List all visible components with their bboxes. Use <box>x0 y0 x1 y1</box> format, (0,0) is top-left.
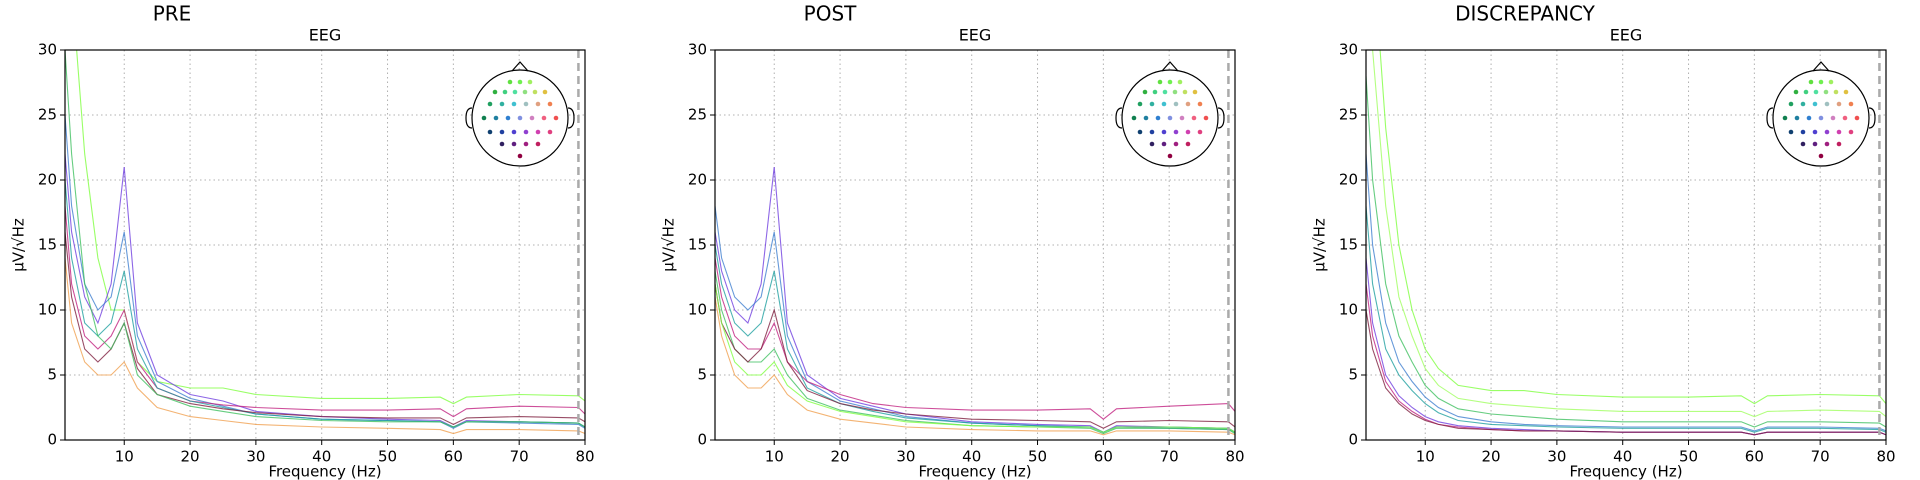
x-tick-label: 40 <box>1613 448 1632 466</box>
y-tick-label: 0 <box>697 431 707 449</box>
y-tick-label: 15 <box>38 236 57 254</box>
psd-line <box>715 283 1235 429</box>
x-tick-label: 60 <box>444 448 463 466</box>
psd-line <box>65 231 585 426</box>
x-tick-label: 70 <box>1160 448 1179 466</box>
x-tick-label: 50 <box>378 448 397 466</box>
psd-line <box>76 50 585 405</box>
series-group <box>715 166 1235 436</box>
y-tick-label: 15 <box>688 236 707 254</box>
y-tick-label: 10 <box>688 301 707 319</box>
y-tick-label: 30 <box>688 41 707 59</box>
psd-line <box>65 153 585 428</box>
y-tick-label: 0 <box>47 431 57 449</box>
y-tick-label: 0 <box>1348 431 1358 449</box>
x-tick-label: 70 <box>1811 448 1830 466</box>
panel: DISCREPANCY EEG 10 20 30 40 50 60 70 80 0 5 10 15 20 25… <box>1311 2 1896 480</box>
x-tick-label: 80 <box>1225 448 1244 466</box>
axes-frame <box>64 49 586 441</box>
psd-line <box>65 257 585 435</box>
x-tick-label: 60 <box>1745 448 1764 466</box>
panel-subtitle: EEG <box>959 26 992 45</box>
y-tick-label: 20 <box>688 171 707 189</box>
x-axis-label: Frequency (Hz) <box>918 463 1031 480</box>
y-tick-label: 5 <box>1348 366 1358 384</box>
sensor-topomap <box>1115 61 1225 167</box>
panel-title: PRE <box>153 2 192 26</box>
y-tick-label: 5 <box>697 366 707 384</box>
x-tick-label: 50 <box>1679 448 1698 466</box>
y-tick-label: 20 <box>1339 171 1358 189</box>
psd-line <box>1366 283 1886 436</box>
y-tick-label: 30 <box>38 41 57 59</box>
x-tick-label: 30 <box>246 448 265 466</box>
y-tick-label: 15 <box>1339 236 1358 254</box>
psd-line <box>715 296 1235 436</box>
y-tick-label: 25 <box>688 106 707 124</box>
x-tick-label: 80 <box>575 448 594 466</box>
x-tick-label: 20 <box>181 448 200 466</box>
x-tick-label: 30 <box>1547 448 1566 466</box>
x-axis-label: Frequency (Hz) <box>268 463 381 480</box>
series-group <box>1366 50 1886 436</box>
panel-subtitle: EEG <box>309 26 342 45</box>
psd-line <box>1366 75 1886 428</box>
psd-line <box>715 257 1235 420</box>
y-tick-label: 5 <box>47 366 57 384</box>
series-group <box>65 50 585 435</box>
y-tick-label: 20 <box>38 171 57 189</box>
psd-line <box>715 166 1235 433</box>
psd-line <box>1366 309 1886 436</box>
psd-line <box>65 179 585 428</box>
y-tick-label: 10 <box>38 301 57 319</box>
x-tick-label: 60 <box>1094 448 1113 466</box>
psd-line <box>715 270 1235 435</box>
x-tick-label: 30 <box>896 448 915 466</box>
x-tick-label: 10 <box>115 448 134 466</box>
y-tick-label: 30 <box>1339 41 1358 59</box>
y-tick-label: 25 <box>1339 106 1358 124</box>
panel-title: DISCREPANCY <box>1455 2 1596 26</box>
psd-line <box>1379 50 1886 405</box>
y-tick-label: 10 <box>1339 301 1358 319</box>
panel-title: POST <box>804 2 857 26</box>
psd-line <box>715 283 1235 433</box>
x-tick-label: 50 <box>1028 448 1047 466</box>
x-tick-label: 70 <box>510 448 529 466</box>
y-axis-label: µV/√Hz <box>10 218 28 272</box>
psd-line <box>1366 205 1886 433</box>
sensor-topomap <box>465 61 575 167</box>
psd-line <box>1372 50 1886 418</box>
x-tick-label: 20 <box>831 448 850 466</box>
psd-line <box>1366 153 1886 432</box>
panel-subtitle: EEG <box>1610 26 1643 45</box>
x-tick-label: 10 <box>1416 448 1435 466</box>
x-tick-label: 20 <box>1482 448 1501 466</box>
x-tick-label: 80 <box>1876 448 1895 466</box>
x-tick-label: 40 <box>312 448 331 466</box>
psd-line <box>1366 257 1886 436</box>
psd-line <box>65 205 585 418</box>
y-axis-label: µV/√Hz <box>660 218 678 272</box>
psd-line <box>65 50 585 428</box>
y-tick-label: 25 <box>38 106 57 124</box>
axes-frame <box>714 49 1236 441</box>
x-axis-label: Frequency (Hz) <box>1569 463 1682 480</box>
x-tick-label: 40 <box>962 448 981 466</box>
x-tick-label: 10 <box>765 448 784 466</box>
y-axis-label: µV/√Hz <box>1311 218 1329 272</box>
axes-frame <box>1365 49 1887 441</box>
sensor-topomap <box>1766 61 1876 167</box>
